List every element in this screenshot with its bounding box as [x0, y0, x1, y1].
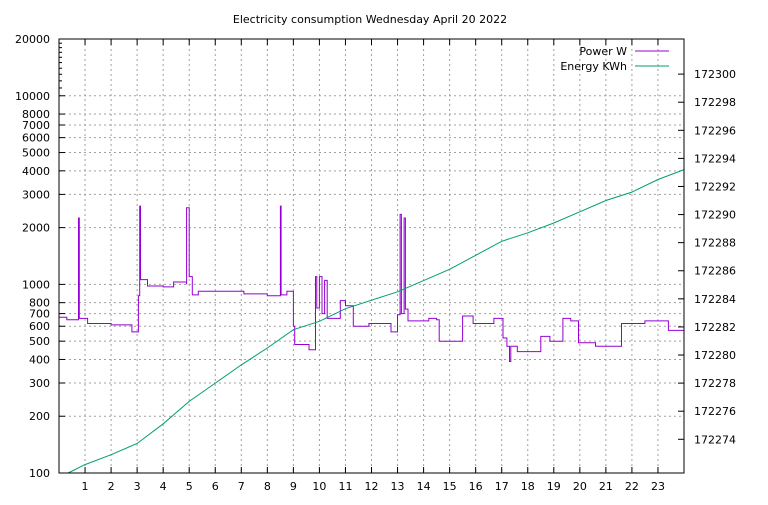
y-left-tick-label: 3000: [22, 188, 50, 201]
y-right-tick-label: 172290: [694, 209, 736, 222]
y-right-tick-label: 172280: [694, 349, 736, 362]
x-tick-label: 23: [651, 480, 665, 493]
y-right-tick-label: 172286: [694, 265, 736, 278]
x-tick-label: 7: [238, 480, 245, 493]
x-tick-label: 20: [573, 480, 587, 493]
y-right-tick-label: 172288: [694, 237, 736, 250]
legend-label-power-w: Power W: [579, 45, 627, 58]
grid: [59, 39, 684, 473]
y-left-tick-label: 20000: [15, 33, 50, 46]
x-tick-label: 4: [160, 480, 167, 493]
chart-title: Electricity consumption Wednesday April …: [233, 13, 507, 26]
y-right-tick-label: 172278: [694, 377, 736, 390]
y-left-tick-label: 8000: [22, 108, 50, 121]
series-line-energy-kwh: [67, 169, 685, 474]
x-tick-label: 16: [469, 480, 483, 493]
y-left-tick-label: 300: [29, 377, 50, 390]
y-left-tick-label: 7000: [22, 119, 50, 132]
y-left-tick-label: 100: [29, 467, 50, 480]
y-left-tick-label: 500: [29, 335, 50, 348]
y-left-tick-label: 600: [29, 320, 50, 333]
x-tick-label: 19: [547, 480, 561, 493]
x-tick-label: 6: [212, 480, 219, 493]
y-right-tick-label: 172276: [694, 405, 736, 418]
y-left-tick-label: 200: [29, 410, 50, 423]
y-right-tick-label: 172294: [694, 152, 736, 165]
y-right-tick-label: 172292: [694, 180, 736, 193]
x-tick-label: 18: [521, 480, 535, 493]
y-left-tick-label: 800: [29, 297, 50, 310]
legend: Power W Energy KWh: [560, 45, 669, 73]
y-left-tick-label: 2000: [22, 222, 50, 235]
y-right-tick-label: 172274: [694, 433, 736, 446]
x-tick-label: 5: [186, 480, 193, 493]
y-left-tick-label: 700: [29, 308, 50, 321]
x-tick-label: 22: [625, 480, 639, 493]
x-tick-label: 21: [599, 480, 613, 493]
y-left-tick-label: 10000: [15, 90, 50, 103]
y-right-tick-label: 172300: [694, 68, 736, 81]
axis-ticks: 1 2 3 4 5 6 7 8 9 10 11 12 13 14 15 16 17 18 19 20 21 22 23100…: [15, 33, 736, 493]
x-tick-label: 10: [312, 480, 326, 493]
y-right-tick-label: 172284: [694, 293, 736, 306]
y-left-tick-label: 1000: [22, 278, 50, 291]
x-tick-label: 13: [391, 480, 405, 493]
y-right-tick-label: 172296: [694, 124, 736, 137]
x-tick-label: 11: [338, 480, 352, 493]
y-left-tick-label: 6000: [22, 132, 50, 145]
y-right-tick-label: 172298: [694, 96, 736, 109]
legend-label-energy-kwh: Energy KWh: [560, 60, 627, 73]
y-right-tick-label: 172282: [694, 321, 736, 334]
x-tick-label: 9: [290, 480, 297, 493]
y-left-tick-label: 400: [29, 353, 50, 366]
x-tick-label: 1: [82, 480, 89, 493]
series-line-power-w: [59, 205, 685, 362]
y-left-tick-label: 5000: [22, 147, 50, 160]
x-tick-label: 15: [443, 480, 457, 493]
x-tick-label: 8: [264, 480, 271, 493]
y-left-tick-label: 4000: [22, 165, 50, 178]
x-tick-label: 17: [495, 480, 509, 493]
x-tick-label: 12: [365, 480, 379, 493]
x-tick-label: 14: [417, 480, 431, 493]
series-layer: [59, 169, 685, 474]
x-tick-label: 2: [108, 480, 115, 493]
x-tick-label: 3: [134, 480, 141, 493]
